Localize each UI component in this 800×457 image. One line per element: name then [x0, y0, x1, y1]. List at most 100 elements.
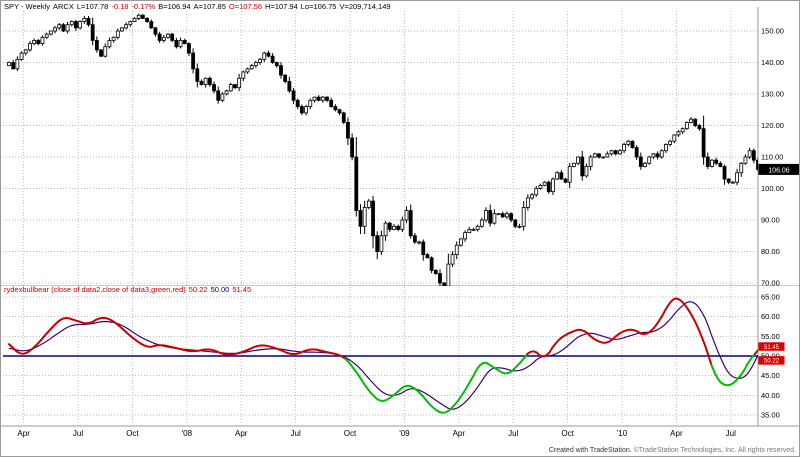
candle: [592, 152, 597, 159]
candle-body: [647, 156, 652, 164]
candle: [609, 150, 614, 156]
candle-body: [7, 62, 11, 67]
time-axis-label: '09: [399, 429, 410, 438]
price-axis-label: 110.00: [761, 153, 783, 162]
candle: [270, 53, 275, 64]
candle-body: [743, 156, 748, 164]
quote-field-7: O=107.56: [228, 2, 263, 11]
price-axis-label: 120.00: [761, 121, 784, 130]
candle: [262, 51, 267, 63]
candle-body: [664, 143, 668, 152]
candle: [362, 200, 367, 235]
candle: [157, 31, 162, 43]
candle: [153, 26, 158, 37]
candle: [32, 38, 37, 46]
candle: [203, 77, 208, 88]
candle-body: [680, 128, 685, 133]
candle: [421, 239, 426, 261]
candle: [346, 117, 350, 146]
candle-body: [484, 210, 488, 221]
candle: [404, 206, 409, 224]
candle: [216, 86, 221, 104]
footer-created-text: Created with TradeStation.: [548, 447, 634, 454]
candle-body: [387, 222, 392, 230]
candle: [320, 95, 325, 103]
candle: [500, 211, 505, 219]
candle: [304, 104, 308, 116]
candle: [300, 104, 304, 116]
candle-body: [626, 140, 631, 145]
candle: [576, 156, 580, 166]
candle-body: [262, 52, 267, 60]
candle-body: [509, 213, 514, 221]
candle-body: [304, 106, 308, 114]
candle: [178, 37, 183, 49]
candle-body: [643, 162, 647, 167]
candle-body: [618, 150, 622, 155]
candle: [371, 195, 375, 249]
candle: [128, 20, 133, 27]
time-axis-label: Jul: [508, 429, 518, 438]
indicator-value-tag-bg: [758, 342, 785, 351]
candle: [392, 223, 396, 231]
candle: [69, 20, 74, 27]
candle-body: [32, 40, 37, 45]
candle: [484, 207, 488, 223]
candle: [379, 230, 384, 256]
candle: [191, 48, 196, 74]
candle-body: [693, 118, 698, 126]
candle: [689, 117, 693, 124]
candle: [471, 227, 476, 231]
candle: [647, 155, 652, 165]
candle-body: [241, 71, 246, 79]
candle-body: [149, 21, 154, 29]
candle-body: [563, 178, 568, 183]
indicator-line-fast: [344, 353, 529, 414]
indicator-value-tag: 50.22: [758, 356, 785, 365]
candle-body: [597, 153, 601, 158]
candle: [187, 42, 191, 56]
candle-body: [316, 96, 321, 101]
candle-body: [48, 30, 53, 35]
candle: [655, 151, 660, 160]
candle-body: [11, 62, 16, 70]
candle: [534, 185, 539, 197]
time-axis-label: Apr: [670, 429, 683, 438]
candle: [387, 221, 392, 233]
candle: [563, 177, 568, 184]
candle: [412, 233, 417, 244]
candlestick-series: [7, 13, 758, 286]
candle: [496, 213, 501, 216]
candle: [509, 212, 514, 223]
candle-body: [203, 77, 208, 85]
candle-body: [174, 40, 179, 48]
candle: [11, 60, 16, 70]
candle: [366, 198, 371, 210]
candle-body: [107, 40, 112, 48]
footer-credit: Created with TradeStation. ©TradeStation…: [549, 447, 796, 454]
candle-body: [325, 96, 329, 101]
quote-field-5: B=106.94: [158, 2, 191, 11]
candle: [78, 20, 83, 30]
candle: [438, 269, 442, 286]
candle: [325, 96, 329, 103]
candle-body: [500, 213, 505, 218]
candle: [82, 15, 87, 24]
candle-body: [433, 269, 438, 274]
candle: [551, 177, 555, 195]
candle: [383, 221, 388, 241]
candle: [525, 194, 530, 211]
candle-body: [111, 36, 116, 41]
candle: [295, 98, 300, 110]
candle-body: [580, 156, 585, 177]
candle: [212, 81, 216, 94]
candle: [61, 23, 66, 33]
candle: [714, 157, 719, 166]
indicator-axis-label: 60.00: [761, 312, 780, 321]
candle: [65, 21, 70, 34]
time-axis-label: Apr: [17, 429, 30, 438]
candle-body: [157, 33, 162, 41]
candle-body: [488, 210, 493, 224]
